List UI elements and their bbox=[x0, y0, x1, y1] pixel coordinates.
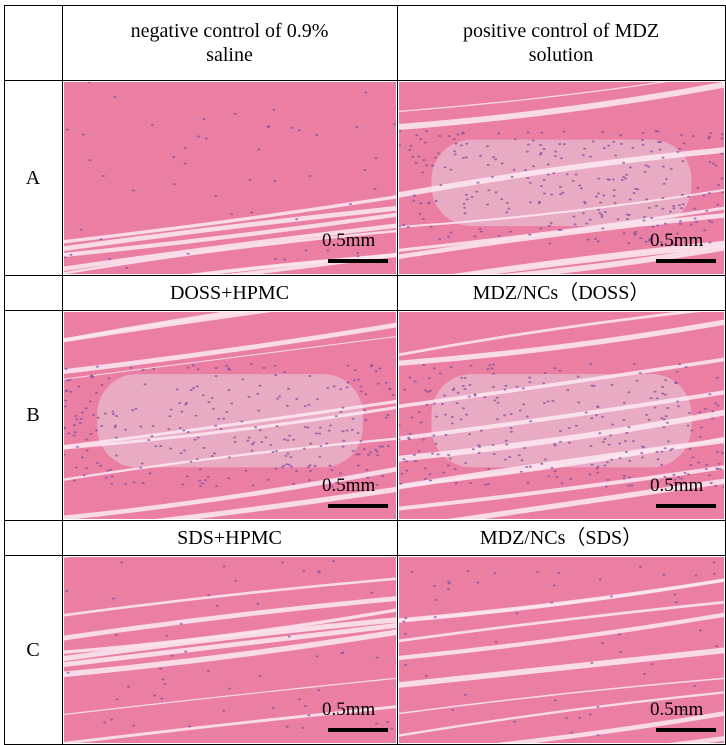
scale-bar bbox=[328, 728, 388, 732]
scale-bar-label: 0.5mm bbox=[322, 475, 376, 496]
column-header: positive control of MDZ solution bbox=[462, 19, 660, 66]
row-label: B bbox=[26, 404, 40, 426]
histology-image bbox=[399, 312, 724, 519]
column-header: negative control of 0.9% saline bbox=[130, 19, 329, 66]
column-header: MDZ/NCs（SDS） bbox=[479, 526, 643, 549]
scale-bar bbox=[328, 504, 388, 508]
scale-bar-label: 0.5mm bbox=[650, 475, 704, 496]
grid-line bbox=[62, 5, 63, 745]
row-label: A bbox=[25, 166, 41, 189]
scale-bar bbox=[328, 259, 388, 263]
tissue bbox=[64, 82, 396, 274]
column-header: DOSS+HPMC bbox=[169, 281, 290, 304]
scale-bar bbox=[656, 504, 716, 508]
column-header: MDZ/NCs（DOSS） bbox=[472, 281, 650, 304]
grid-line bbox=[397, 5, 398, 745]
grid-line bbox=[4, 520, 725, 521]
grid-line bbox=[4, 310, 725, 311]
histology-image bbox=[399, 82, 724, 274]
grid-line bbox=[4, 80, 725, 81]
histology-image bbox=[399, 557, 724, 743]
tissue bbox=[399, 82, 724, 274]
grid-line bbox=[4, 5, 5, 745]
grid-line bbox=[4, 275, 725, 276]
tissue bbox=[399, 312, 724, 519]
histology-image bbox=[64, 82, 396, 274]
scale-bar-label: 0.5mm bbox=[322, 699, 376, 720]
tissue bbox=[399, 557, 724, 743]
scale-bar-label: 0.5mm bbox=[322, 230, 376, 251]
scale-bar bbox=[656, 728, 716, 732]
grid-line bbox=[4, 5, 725, 6]
tissue bbox=[64, 557, 396, 743]
scale-bar bbox=[656, 259, 716, 263]
column-header: SDS+HPMC bbox=[177, 526, 282, 549]
grid-line bbox=[4, 555, 725, 556]
histology-image bbox=[64, 557, 396, 743]
row-label: C bbox=[26, 638, 40, 661]
tissue bbox=[64, 312, 396, 519]
scale-bar-label: 0.5mm bbox=[650, 230, 704, 251]
histology-image bbox=[64, 312, 396, 519]
scale-bar-label: 0.5mm bbox=[650, 699, 704, 720]
